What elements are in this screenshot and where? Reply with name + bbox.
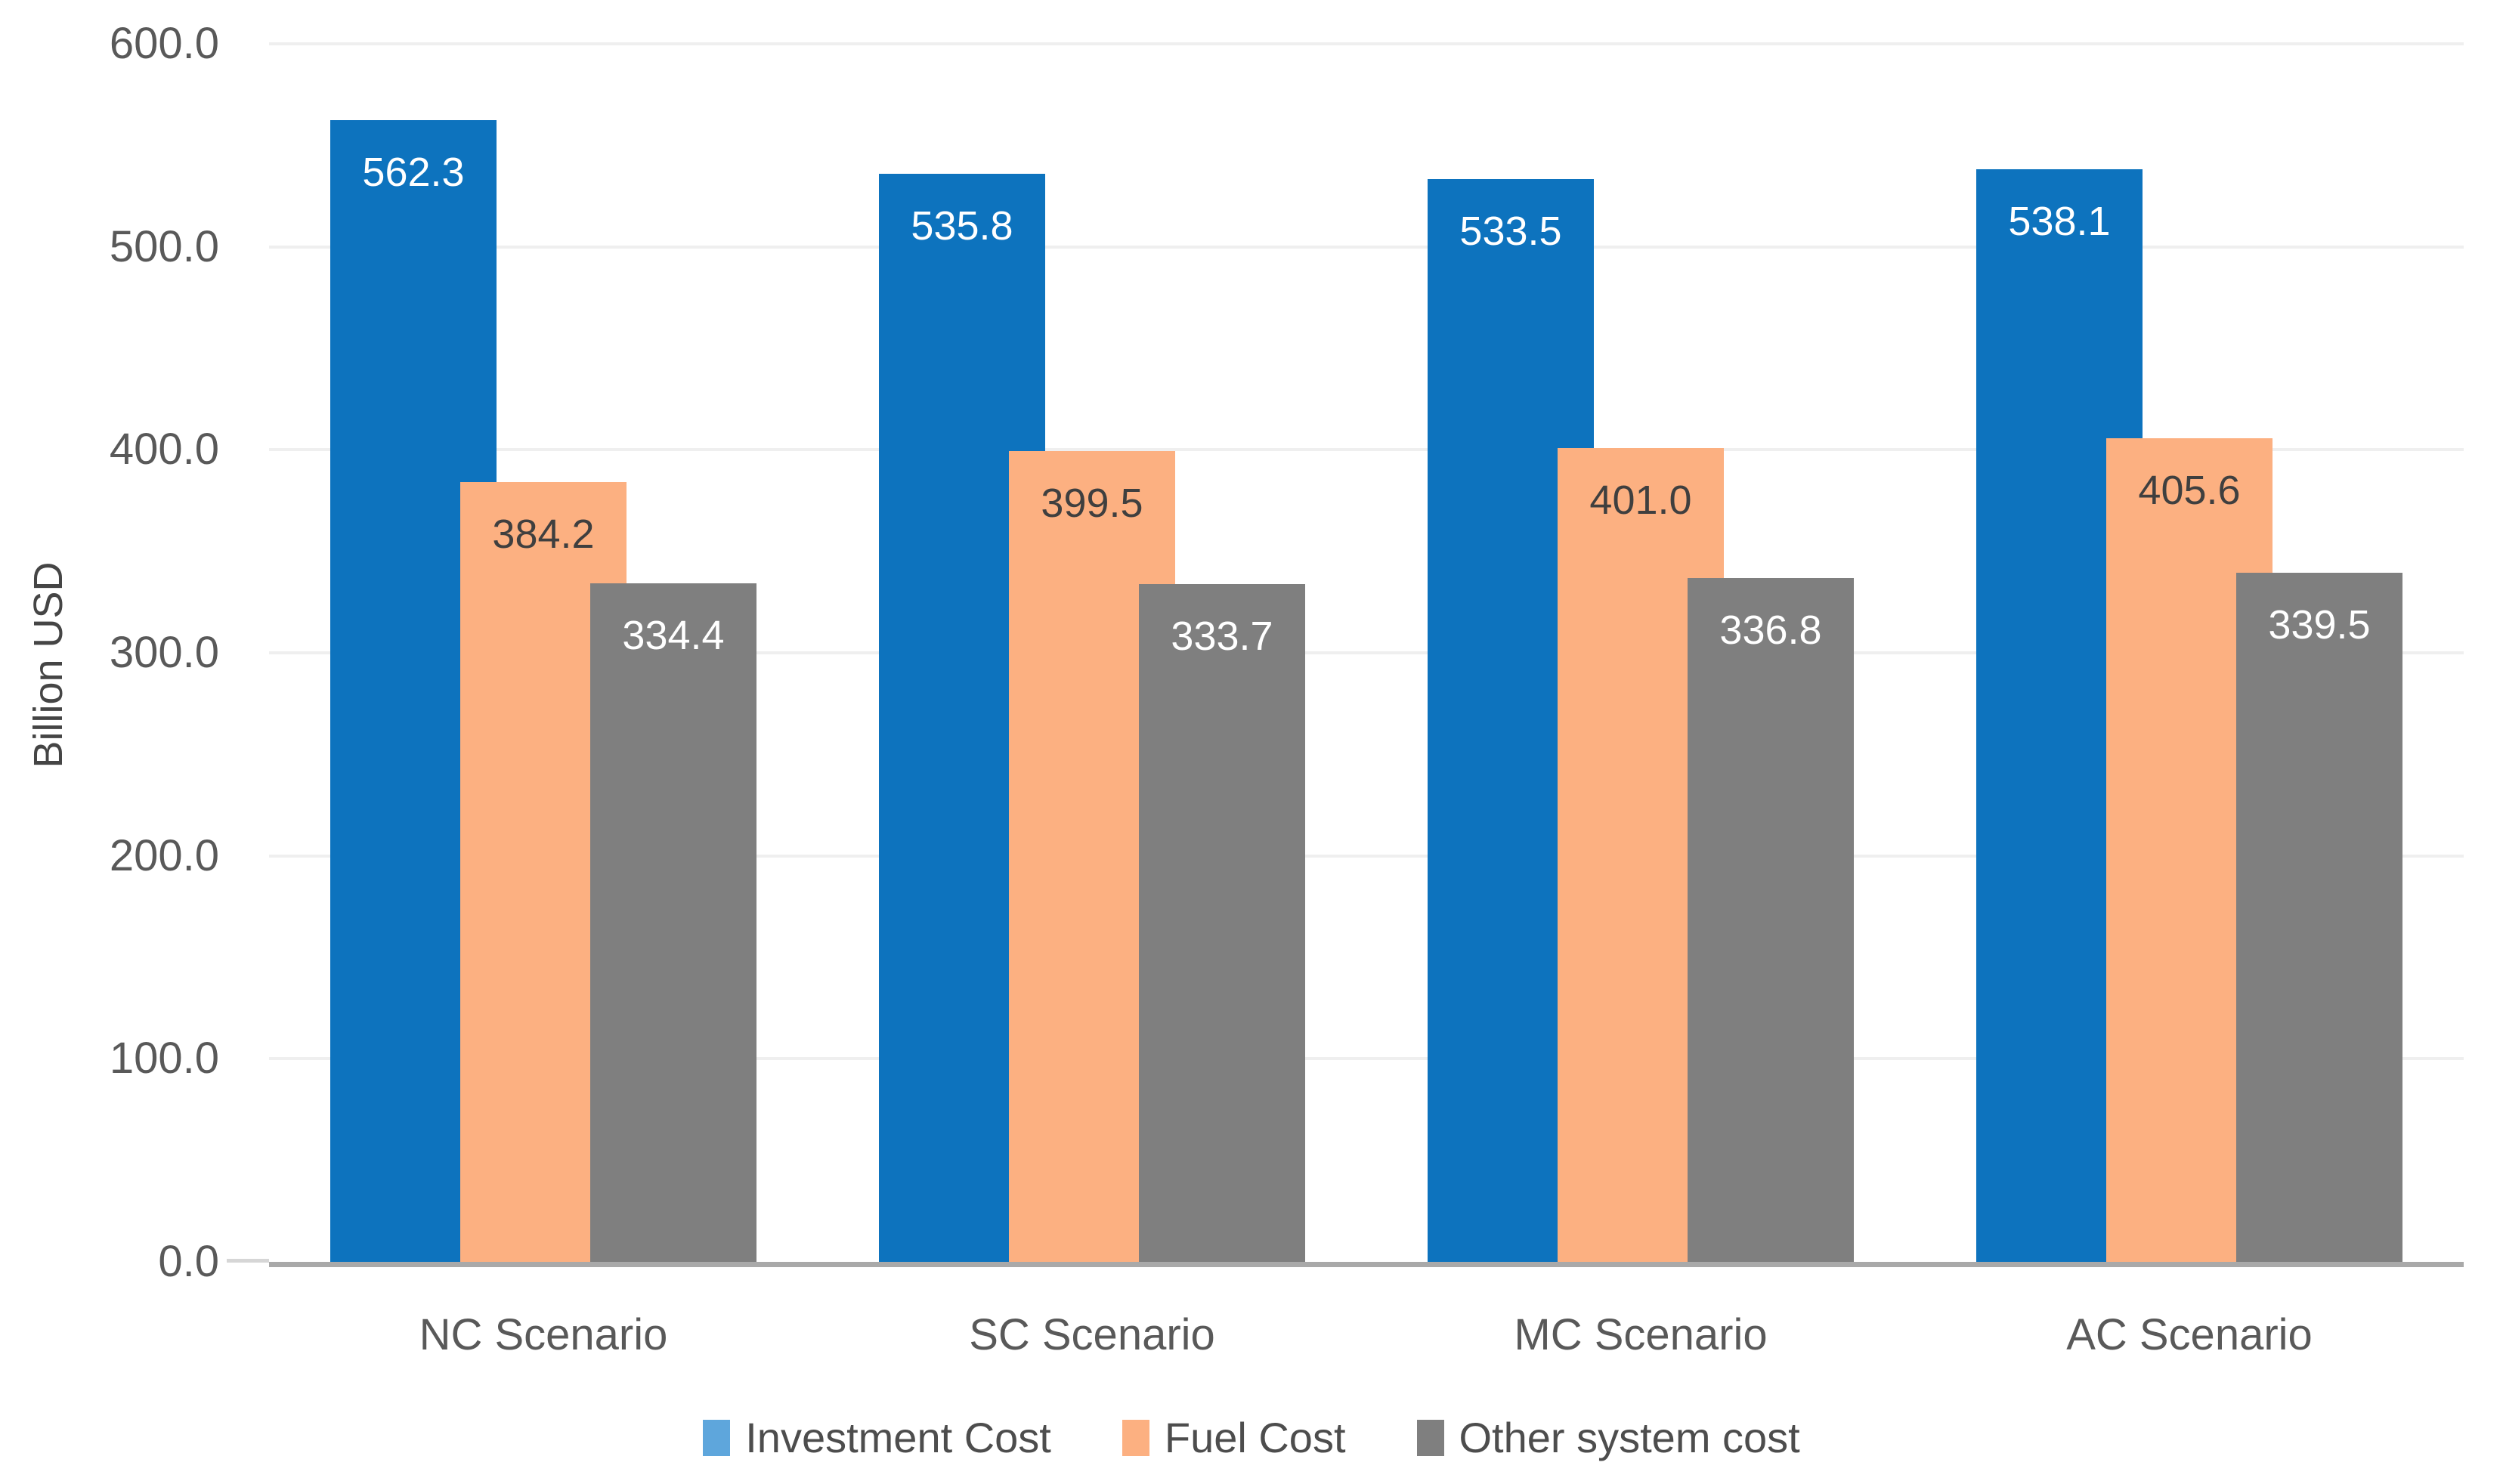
- y-tick-label: 500.0: [109, 221, 219, 271]
- legend-label: Other system cost: [1459, 1414, 1800, 1461]
- bar-data-label: 336.8: [1719, 608, 1822, 654]
- bar-data-label: 339.5: [2268, 601, 2371, 648]
- bar-data-label: 562.3: [362, 150, 465, 196]
- bar-data-label: 401.0: [1589, 477, 1692, 523]
- y-tick-label: 600.0: [109, 19, 219, 68]
- legend-item-investment-cost: Investment Cost: [703, 1416, 1051, 1460]
- x-category-label: MC Scenario: [1514, 1310, 1768, 1359]
- x-category-label: AC Scenario: [2066, 1310, 2313, 1359]
- x-axis-line: [269, 1262, 2464, 1267]
- legend-label: Investment Cost: [745, 1414, 1051, 1461]
- bar-data-label: 333.7: [1171, 614, 1273, 660]
- legend-swatch-icon: [1416, 1420, 1444, 1456]
- x-category-label: SC Scenario: [969, 1310, 1215, 1359]
- legend-item-other-system-cost: Other system cost: [1416, 1414, 1800, 1461]
- gridline: [269, 1057, 2464, 1061]
- bar-other-system-cost: 339.5: [2236, 572, 2402, 1262]
- bar-other-system-cost: 336.8: [1688, 578, 1854, 1262]
- legend-swatch-icon: [703, 1420, 731, 1456]
- bar-data-label: 535.8: [911, 203, 1013, 249]
- gridline: [269, 651, 2464, 654]
- bar-data-label: 334.4: [622, 612, 725, 658]
- bar-other-system-cost: 333.7: [1139, 584, 1305, 1262]
- bar-other-system-cost: 334.4: [590, 583, 756, 1262]
- gridline: [269, 854, 2464, 858]
- bar-data-label: 384.2: [492, 511, 595, 557]
- chart-legend: Investment Cost Fuel Cost Other system cos…: [0, 1416, 2503, 1460]
- y-tick-label: 0.0: [158, 1237, 219, 1286]
- bar-data-label: 538.1: [2008, 199, 2111, 245]
- gridline: [269, 448, 2464, 452]
- legend-swatch-icon: [1122, 1420, 1149, 1456]
- y-tick-label: 100.0: [109, 1034, 219, 1084]
- y-tick-label: 200.0: [109, 830, 219, 880]
- bar-data-label: 405.6: [2138, 468, 2241, 514]
- y-tick-label: 300.0: [109, 628, 219, 677]
- legend-label: Fuel Cost: [1164, 1414, 1346, 1461]
- bar-data-label: 399.5: [1041, 480, 1143, 526]
- gridline: [269, 245, 2464, 249]
- gridline: [269, 42, 2464, 45]
- bar-data-label: 533.5: [1459, 208, 1562, 254]
- x-category-label: NC Scenario: [419, 1310, 668, 1359]
- x-axis-left-tick: [227, 1259, 269, 1263]
- y-tick-label: 400.0: [109, 425, 219, 475]
- legend-item-fuel-cost: Fuel Cost: [1122, 1416, 1346, 1460]
